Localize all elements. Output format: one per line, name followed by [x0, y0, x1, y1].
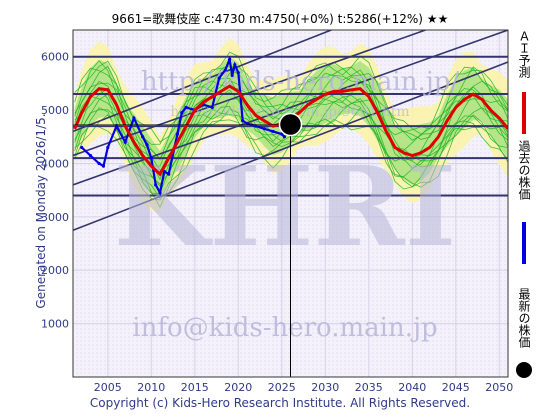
- history-point: [217, 76, 221, 80]
- history-point: [271, 129, 275, 134]
- history-point: [210, 105, 214, 110]
- watermark-big: KHRI: [114, 142, 456, 271]
- legend-history: 過去の株価: [516, 140, 538, 264]
- history-point: [132, 116, 136, 120]
- history-point: [228, 57, 232, 61]
- series-history-line: [80, 55, 286, 197]
- watermark-url-small: http://kids-hero.main.jp/9661.htm: [170, 104, 409, 120]
- history-point: [149, 156, 153, 160]
- current-price-dot: [278, 112, 303, 137]
- history-point: [184, 105, 188, 110]
- history-point: [141, 135, 145, 139]
- history-point: [88, 153, 92, 158]
- y-tick-label-5000: 5000: [41, 104, 69, 117]
- y-tick-label-1000: 1000: [41, 318, 69, 331]
- channel-line-3: [73, 30, 334, 133]
- history-point: [175, 132, 179, 136]
- legend-prediction: ＡＩ予測: [516, 30, 538, 134]
- history-point: [154, 183, 158, 187]
- watermark-email: info@kids-hero.main.jp: [132, 313, 437, 343]
- y-tick-label-6000: 6000: [41, 51, 69, 64]
- x-tick-label-2040: 2040: [398, 381, 426, 394]
- history-point: [254, 124, 258, 128]
- history-point: [123, 140, 127, 144]
- legend-prediction-label: ＡＩ予測: [517, 30, 531, 78]
- x-tick-label-2045: 2045: [442, 381, 470, 394]
- history-point: [282, 135, 287, 139]
- x-tick-label-2015: 2015: [181, 381, 209, 394]
- generated-date-label: Generated on Monday 2026/1/5.: [34, 113, 48, 309]
- history-point: [106, 145, 110, 150]
- history-point: [230, 73, 234, 77]
- x-tick-label-2010: 2010: [137, 381, 165, 394]
- legend-latest-dot: [516, 362, 532, 378]
- history-point: [280, 132, 284, 136]
- copyright-footer: Copyright (c) Kids-Hero Research Institu…: [89, 396, 471, 410]
- history-point: [241, 119, 245, 123]
- history-point: [145, 143, 149, 147]
- watermark-url: http://kids-hero.main.jp/: [141, 67, 460, 97]
- x-tick-label-2035: 2035: [355, 381, 383, 394]
- history-point: [233, 63, 237, 67]
- history-point: [80, 145, 84, 150]
- legend-latest: 最新の株価: [516, 288, 538, 378]
- x-tick-label-2020: 2020: [224, 381, 252, 394]
- x-tick-label-2025: 2025: [268, 381, 296, 394]
- legend-latest-label: 最新の株価: [517, 288, 531, 348]
- history-point: [167, 172, 171, 176]
- history-point: [236, 71, 240, 75]
- legend-prediction-swatch: [522, 92, 526, 134]
- y-tick-label-2000: 2000: [41, 264, 69, 277]
- history-point: [158, 191, 162, 195]
- history-point: [262, 127, 266, 131]
- plot-area: http://kids-hero.main.jp/http://kids-her…: [73, 30, 508, 377]
- history-point: [223, 68, 227, 72]
- x-tick-label-2005: 2005: [94, 381, 122, 394]
- history-point: [97, 161, 101, 166]
- y-tick-label-4000: 4000: [41, 157, 69, 170]
- channel-line-2: [73, 30, 428, 157]
- y-tick-label-3000: 3000: [41, 211, 69, 224]
- chart-title: 9661=歌舞伎座 c:4730 m:4750(+0%) t:5286(+12%…: [111, 12, 449, 26]
- x-tick-label-2050: 2050: [485, 381, 513, 394]
- history-point: [101, 164, 106, 168]
- history-point: [180, 111, 184, 115]
- history-point: [114, 124, 119, 128]
- x-tick-label-2030: 2030: [311, 381, 339, 394]
- legend-history-swatch: [522, 222, 526, 264]
- legend-history-label: 過去の株価: [517, 140, 531, 200]
- plot-frame: [72, 29, 509, 378]
